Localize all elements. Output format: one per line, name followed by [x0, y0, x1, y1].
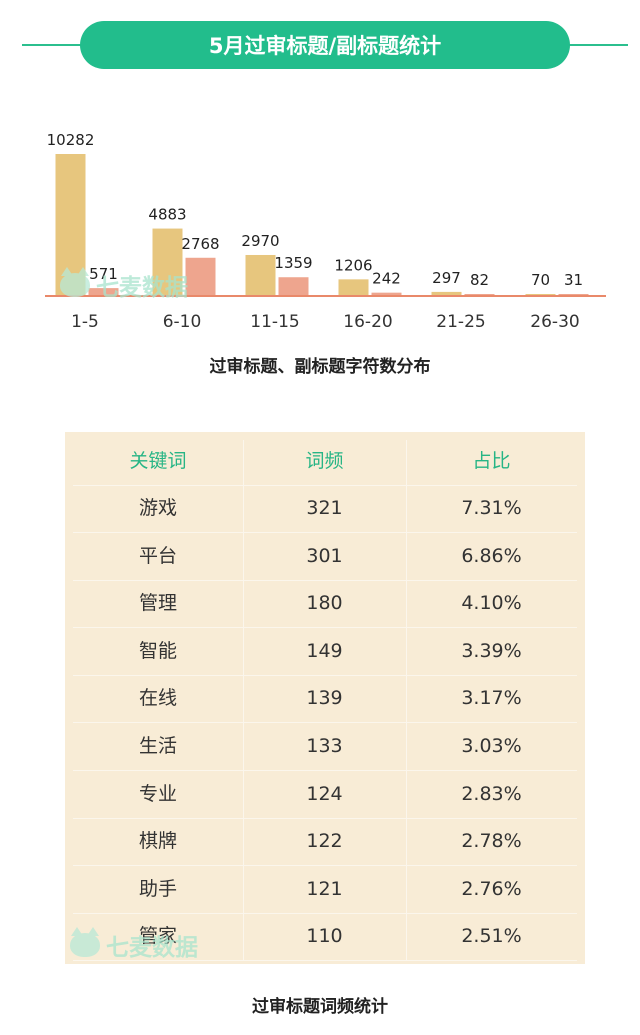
- bar: [278, 277, 309, 296]
- frequency-cell: 122: [306, 830, 343, 853]
- frequency-cell: 149: [306, 639, 343, 662]
- frequency-cell: 121: [306, 877, 343, 900]
- keyword-cell: 助手: [138, 877, 177, 900]
- percentage-cell: 7.31%: [461, 497, 522, 519]
- table-row: 棋牌 122 2.78%: [73, 818, 577, 867]
- table-row: 专业 124 2.83%: [73, 771, 577, 819]
- frequency-cell: 133: [306, 735, 343, 757]
- percentage-cell: 2.76%: [461, 877, 522, 900]
- keyword-cell: 游戏: [138, 497, 177, 519]
- table-row: 管理 180 4.10%: [73, 580, 577, 629]
- bar-value-label: 10282: [47, 131, 95, 149]
- table-row: 在线 139 3.17%: [73, 675, 577, 724]
- page-title: 5月过审标题/副标题统计: [80, 21, 570, 69]
- percentage-cell: 3.17%: [461, 687, 522, 710]
- table-row: 游戏 321 7.31%: [73, 485, 577, 533]
- column-header: 词频: [305, 450, 344, 472]
- keyword-cell: 平台: [138, 544, 177, 567]
- bar-value-label: 2970: [241, 232, 279, 250]
- bar-value-label: 2768: [181, 235, 219, 253]
- table-row: 生活 133 3.03%: [73, 723, 577, 771]
- bar-value-label: 31: [564, 271, 583, 289]
- x-tick-label: 11-15: [250, 312, 299, 332]
- x-tick-label: 16-20: [343, 312, 392, 332]
- bar: [371, 292, 402, 296]
- keyword-cell: 生活: [138, 735, 177, 757]
- bar-value-label: 1359: [274, 254, 312, 272]
- percentage-cell: 3.39%: [461, 639, 522, 662]
- bar-value-label: 1206: [334, 256, 372, 274]
- keyword-cell: 在线: [138, 687, 177, 710]
- header-line-right: [568, 44, 628, 46]
- column-divider: [243, 440, 244, 960]
- bar: [88, 288, 119, 296]
- percentage-cell: 3.03%: [461, 735, 522, 757]
- keyword-frequency-table: 关键词 词频 占比游戏 321 7.31% 平台 301 6.86% 管理 180 4.10% 智能 1…: [65, 432, 585, 964]
- bar-value-label: 70: [531, 271, 550, 289]
- keyword-cell: 智能: [138, 639, 177, 662]
- percentage-cell: 2.78%: [461, 830, 522, 853]
- bar: [55, 154, 86, 296]
- column-header: 占比: [472, 450, 511, 472]
- percentage-cell: 6.86%: [461, 544, 522, 567]
- bar-value-label: 4883: [148, 206, 186, 224]
- frequency-cell: 139: [306, 687, 343, 710]
- percentage-cell: 4.10%: [461, 592, 522, 615]
- x-tick-label: 6-10: [163, 312, 202, 332]
- table-row: 平台 301 6.86%: [73, 533, 577, 581]
- x-tick-label: 26-30: [530, 312, 579, 332]
- x-tick-label: 21-25: [436, 312, 485, 332]
- bar: [431, 291, 462, 296]
- keyword-cell: 管理: [138, 592, 177, 615]
- bar: [152, 228, 183, 296]
- keyword-cell: 专业: [138, 782, 177, 805]
- table-header-row: 关键词 词频 占比: [73, 438, 577, 486]
- header-line-left: [22, 44, 82, 46]
- bar: [245, 254, 276, 296]
- bar-value-label: 297: [432, 269, 461, 287]
- bar-value-label: 82: [470, 271, 489, 289]
- bar: [338, 279, 369, 296]
- percentage-cell: 2.51%: [461, 925, 522, 948]
- frequency-cell: 321: [306, 497, 343, 519]
- column-header: 关键词: [129, 450, 187, 472]
- frequency-cell: 301: [306, 544, 343, 567]
- frequency-cell: 110: [306, 925, 343, 948]
- keyword-cell: 管家: [138, 925, 177, 948]
- table-caption: 过审标题词频统计: [252, 997, 388, 1017]
- keyword-cell: 棋牌: [138, 830, 177, 853]
- frequency-cell: 124: [306, 782, 343, 805]
- bar: [185, 257, 216, 296]
- x-tick-label: 1-5: [71, 312, 99, 332]
- bar-value-label: 242: [372, 270, 401, 288]
- chart-title: 过审标题、副标题字符数分布: [209, 357, 431, 377]
- bar-chart: 10282 571 1-5 4883 2768 6-10 2970 1359 11-15 1206…: [45, 131, 606, 332]
- column-divider: [406, 440, 407, 960]
- table-row: 助手 121 2.76%: [73, 866, 577, 914]
- table-row: 管家 110 2.51%: [73, 913, 577, 962]
- frequency-cell: 180: [306, 592, 343, 615]
- bar-value-label: 571: [89, 265, 118, 283]
- table-row: 智能 149 3.39%: [73, 628, 577, 676]
- percentage-cell: 2.83%: [461, 782, 522, 805]
